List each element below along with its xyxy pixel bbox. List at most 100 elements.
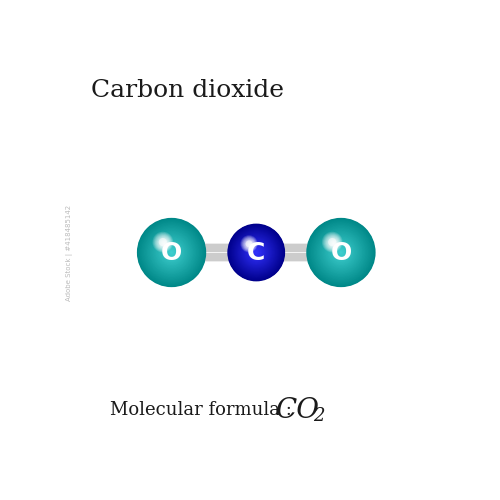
Circle shape xyxy=(243,238,256,250)
Circle shape xyxy=(171,252,172,253)
Circle shape xyxy=(240,236,272,268)
Circle shape xyxy=(246,242,267,263)
Circle shape xyxy=(327,238,355,266)
Circle shape xyxy=(248,245,264,260)
Circle shape xyxy=(242,238,270,266)
Circle shape xyxy=(169,250,174,255)
Circle shape xyxy=(164,244,180,260)
Circle shape xyxy=(230,226,282,278)
Circle shape xyxy=(148,229,195,276)
Circle shape xyxy=(158,239,185,266)
Circle shape xyxy=(250,246,262,258)
Circle shape xyxy=(160,240,184,264)
Circle shape xyxy=(170,252,172,254)
Circle shape xyxy=(236,233,276,272)
Circle shape xyxy=(310,222,372,284)
Circle shape xyxy=(320,232,362,274)
Circle shape xyxy=(254,250,258,254)
Circle shape xyxy=(308,219,374,286)
Circle shape xyxy=(158,238,186,266)
Circle shape xyxy=(332,242,335,245)
Circle shape xyxy=(328,238,338,248)
Circle shape xyxy=(142,222,202,282)
Circle shape xyxy=(148,228,196,277)
Circle shape xyxy=(338,250,344,255)
Circle shape xyxy=(242,237,256,251)
Circle shape xyxy=(244,240,268,264)
Text: Carbon dioxide: Carbon dioxide xyxy=(90,79,284,102)
Circle shape xyxy=(160,241,183,264)
Circle shape xyxy=(137,218,206,287)
Circle shape xyxy=(167,248,176,257)
Circle shape xyxy=(314,226,368,279)
Circle shape xyxy=(252,248,260,256)
Circle shape xyxy=(140,222,202,284)
Circle shape xyxy=(168,250,174,256)
Circle shape xyxy=(231,228,281,278)
Circle shape xyxy=(160,239,168,248)
Circle shape xyxy=(145,226,198,279)
Circle shape xyxy=(248,244,265,261)
Circle shape xyxy=(144,225,200,280)
Circle shape xyxy=(244,241,268,264)
Circle shape xyxy=(228,224,285,282)
Circle shape xyxy=(158,238,167,246)
Circle shape xyxy=(324,236,358,269)
Circle shape xyxy=(318,230,364,276)
Circle shape xyxy=(248,244,252,246)
Circle shape xyxy=(163,242,166,245)
Circle shape xyxy=(244,240,269,266)
Circle shape xyxy=(144,226,199,280)
Circle shape xyxy=(337,248,345,256)
Circle shape xyxy=(166,248,176,258)
Circle shape xyxy=(156,235,171,250)
Circle shape xyxy=(139,220,204,285)
Circle shape xyxy=(340,252,342,253)
Circle shape xyxy=(146,226,198,278)
Circle shape xyxy=(329,239,338,248)
Circle shape xyxy=(234,231,278,274)
Circle shape xyxy=(168,249,175,256)
Text: 2: 2 xyxy=(313,407,324,425)
Circle shape xyxy=(252,248,261,258)
Circle shape xyxy=(234,230,278,274)
Circle shape xyxy=(238,234,274,270)
Circle shape xyxy=(329,240,353,264)
Circle shape xyxy=(308,220,374,286)
Circle shape xyxy=(241,237,272,268)
Circle shape xyxy=(314,226,368,280)
Circle shape xyxy=(239,235,274,270)
Circle shape xyxy=(152,233,191,272)
Circle shape xyxy=(155,234,172,251)
Text: CO: CO xyxy=(276,397,320,424)
Circle shape xyxy=(168,248,175,256)
Circle shape xyxy=(164,245,179,260)
Text: O: O xyxy=(330,240,351,264)
Circle shape xyxy=(332,244,350,262)
Circle shape xyxy=(230,226,283,280)
Circle shape xyxy=(326,238,356,268)
Circle shape xyxy=(146,228,196,278)
Circle shape xyxy=(242,236,256,252)
Circle shape xyxy=(307,218,375,286)
Text: O: O xyxy=(161,240,182,264)
Circle shape xyxy=(156,237,187,268)
Circle shape xyxy=(334,245,348,260)
Circle shape xyxy=(245,240,254,249)
Circle shape xyxy=(138,219,205,286)
Circle shape xyxy=(162,242,166,246)
Circle shape xyxy=(331,242,351,262)
Circle shape xyxy=(250,244,251,246)
Circle shape xyxy=(332,242,336,246)
Circle shape xyxy=(162,240,167,246)
Circle shape xyxy=(323,234,359,270)
Circle shape xyxy=(235,232,278,274)
Circle shape xyxy=(328,239,354,266)
Circle shape xyxy=(154,234,172,252)
Circle shape xyxy=(242,238,270,267)
Circle shape xyxy=(165,246,178,259)
Circle shape xyxy=(233,230,280,276)
Circle shape xyxy=(256,252,257,254)
Circle shape xyxy=(163,244,180,261)
Circle shape xyxy=(243,239,270,266)
